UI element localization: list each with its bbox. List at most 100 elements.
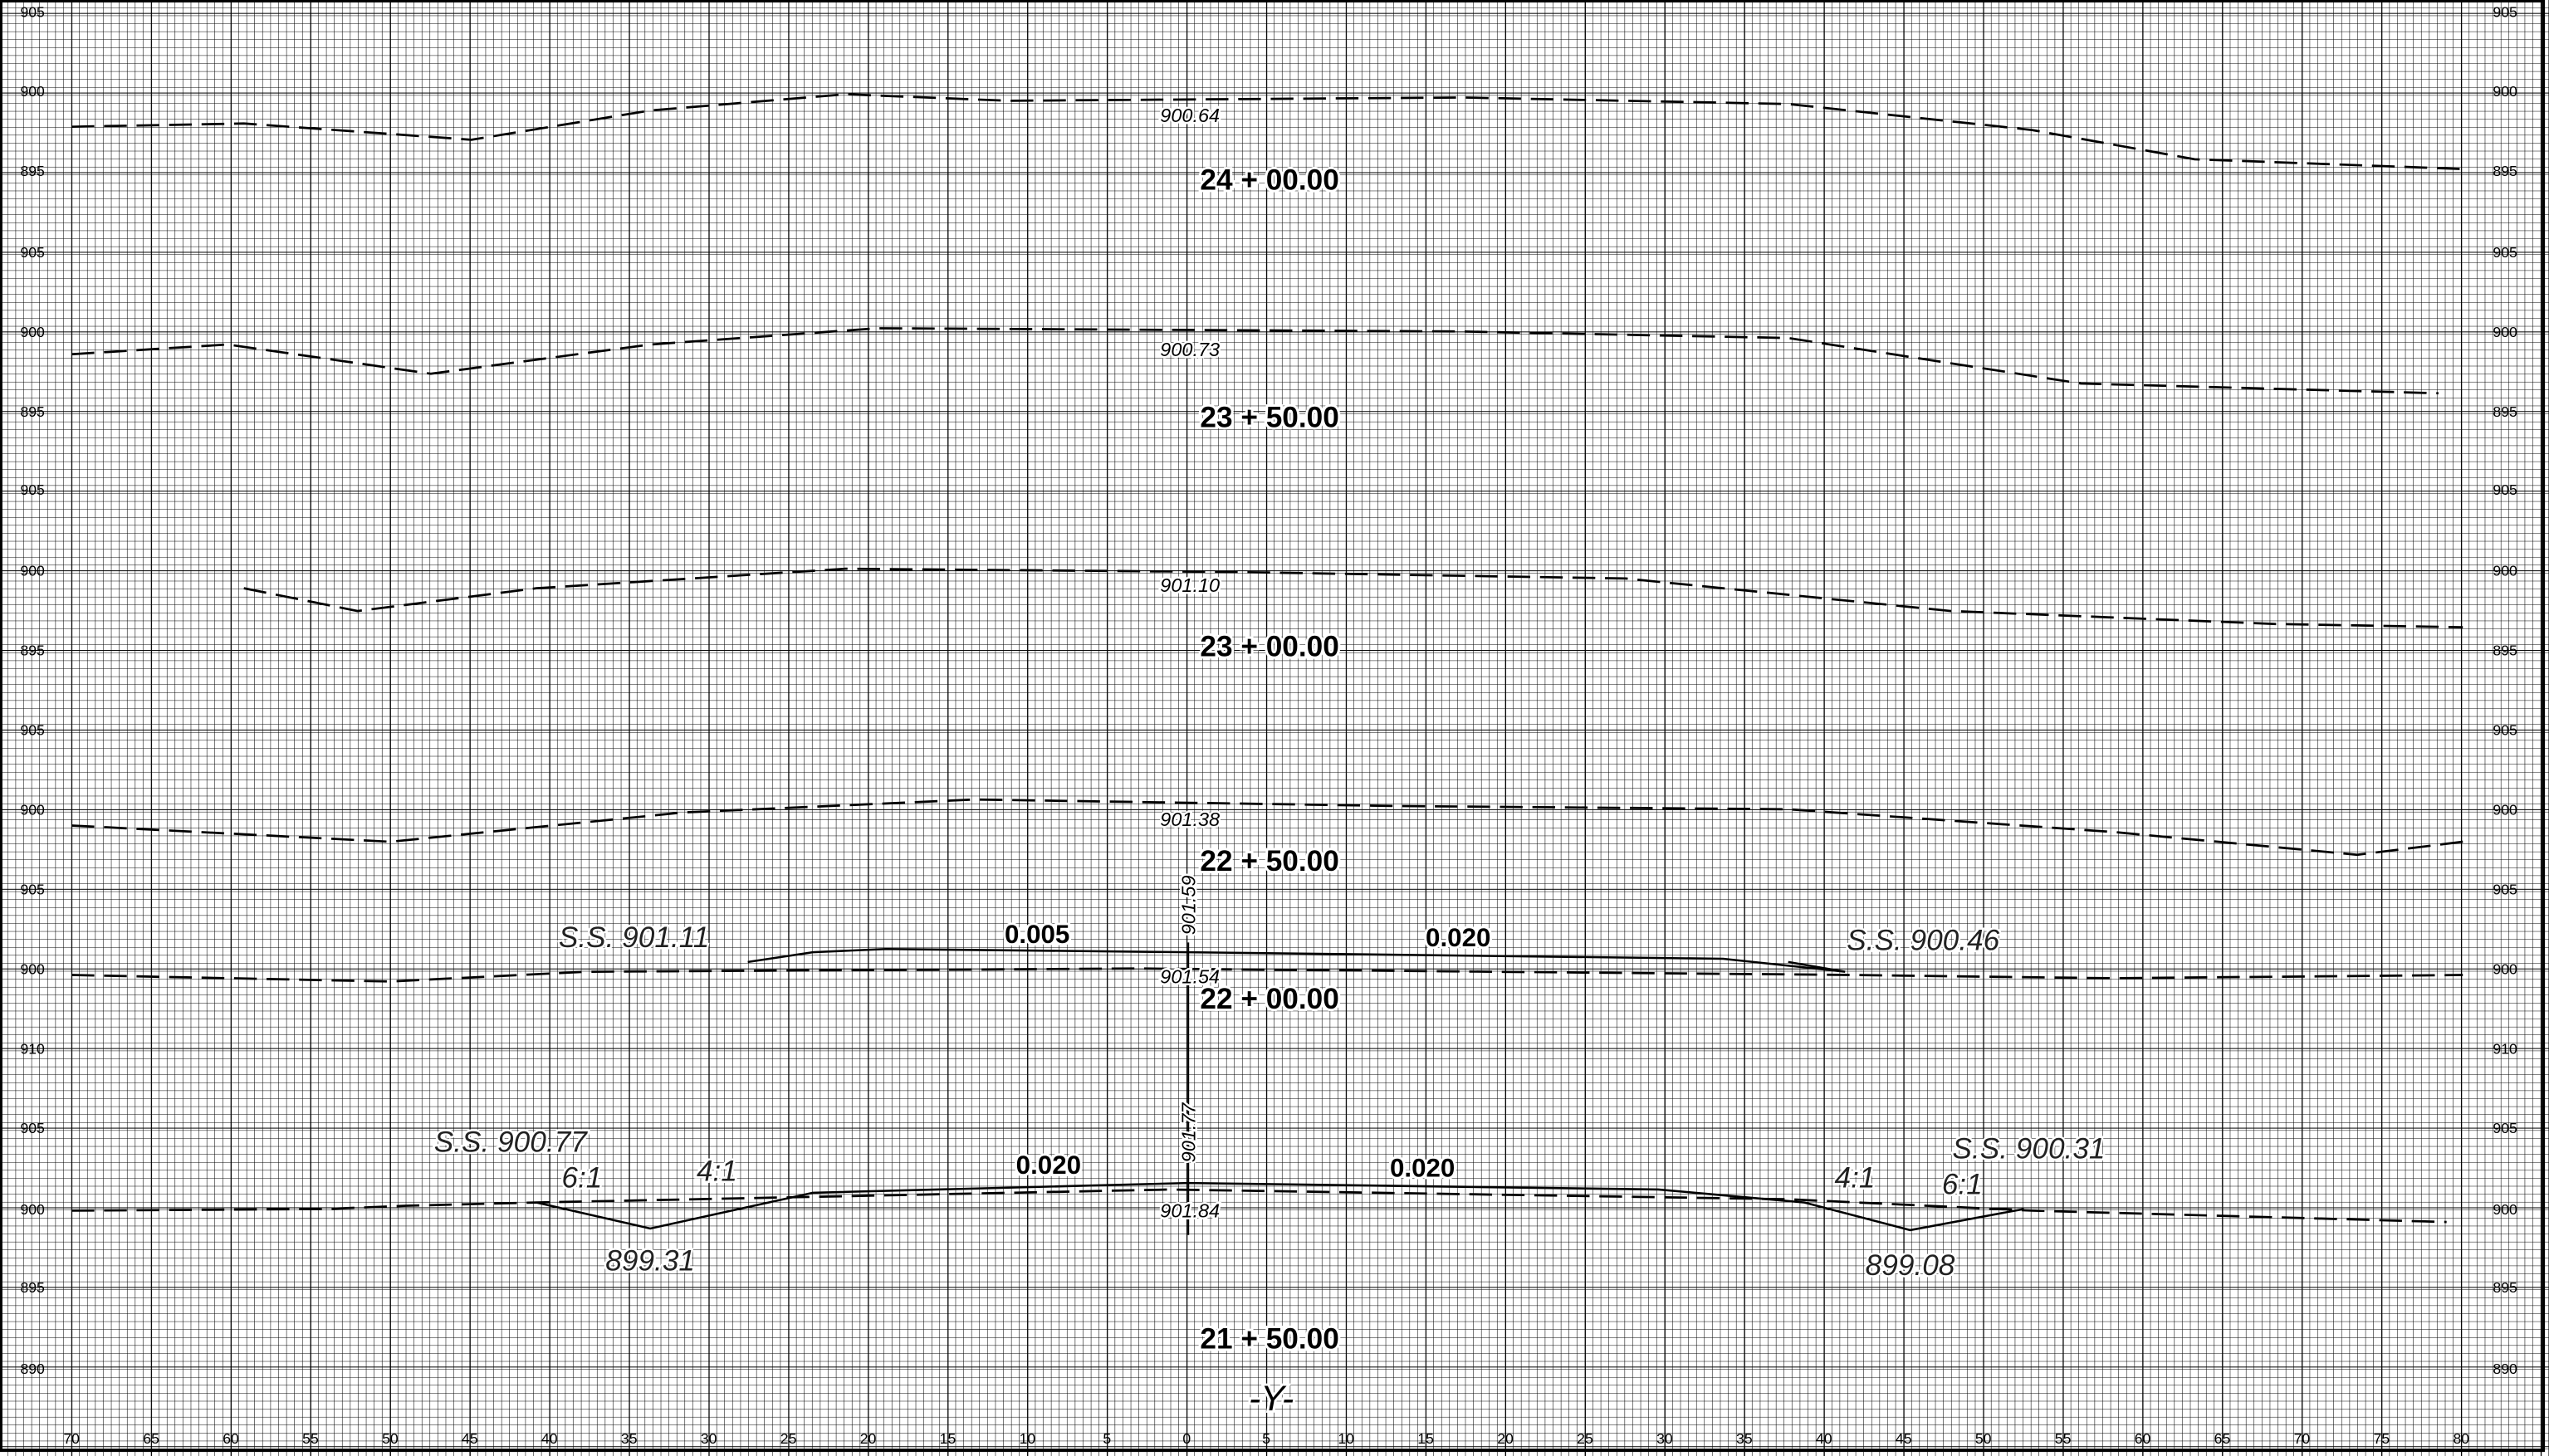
elevation-label: 901.84 bbox=[1160, 1200, 1220, 1222]
elevation-tick-label: 900 bbox=[20, 960, 45, 977]
elevation-tick-label: 900 bbox=[2493, 960, 2517, 977]
elevation-tick-label: 895 bbox=[20, 163, 45, 179]
offset-tick-label: 15 bbox=[1417, 1430, 1434, 1447]
elevation-tick-label: 905 bbox=[2493, 244, 2517, 261]
offset-tick-label: 5 bbox=[1103, 1430, 1111, 1447]
offset-tick-label: 35 bbox=[1736, 1430, 1753, 1447]
elevation-tick-label: 895 bbox=[2493, 163, 2517, 179]
station-label: 23 + 00.00 bbox=[1200, 630, 1338, 662]
elevation-tick-label: 895 bbox=[20, 642, 45, 659]
offset-tick-label: 65 bbox=[2214, 1430, 2231, 1447]
offset-tick-label: 5 bbox=[1262, 1430, 1270, 1447]
elevation-tick-label: 900 bbox=[20, 324, 45, 340]
elevation-tick-label: 895 bbox=[2493, 1279, 2517, 1296]
elevation-tick-label: 905 bbox=[2493, 3, 2517, 20]
offset-tick-label: 70 bbox=[2294, 1430, 2311, 1447]
elevation-tick-label: 910 bbox=[20, 1040, 45, 1057]
slope-label: 0.020 bbox=[1390, 1154, 1455, 1183]
station-label: 22 + 50.00 bbox=[1200, 845, 1338, 877]
offset-tick-label: 35 bbox=[621, 1430, 638, 1447]
sheet-title: -Y- bbox=[1249, 1379, 1294, 1419]
elevation-label: 901.38 bbox=[1160, 809, 1220, 830]
elevation-label: 901.10 bbox=[1160, 574, 1220, 596]
offset-tick-label: 40 bbox=[1816, 1430, 1832, 1447]
offset-tick-label: 75 bbox=[2374, 1430, 2390, 1447]
offset-tick-label: 30 bbox=[1656, 1430, 1673, 1447]
station-label: 22 + 00.00 bbox=[1200, 983, 1338, 1015]
grade-elevation: 901.59 bbox=[1177, 875, 1199, 935]
elevation-label: 900.73 bbox=[1160, 339, 1220, 360]
offset-tick-label: 45 bbox=[462, 1430, 478, 1447]
elevation-tick-label: 900 bbox=[20, 801, 45, 818]
offset-tick-label: 20 bbox=[860, 1430, 877, 1447]
offset-tick-label: 50 bbox=[382, 1430, 399, 1447]
elevation-tick-label: 900 bbox=[2493, 324, 2517, 340]
offset-tick-label: 45 bbox=[1896, 1430, 1912, 1447]
elevation-tick-label: 900 bbox=[2493, 801, 2517, 818]
offset-tick-label: 80 bbox=[2453, 1430, 2469, 1447]
elevation-tick-label: 905 bbox=[2493, 881, 2517, 897]
grade-elevation: 901.77 bbox=[1177, 1102, 1199, 1163]
ditch-elevation: 899.08 bbox=[1866, 1249, 1955, 1282]
offset-tick-label: 25 bbox=[1577, 1430, 1593, 1447]
elevation-tick-label: 900 bbox=[2493, 83, 2517, 100]
elevation-tick-label: 895 bbox=[20, 1279, 45, 1296]
elevation-tick-label: 905 bbox=[20, 881, 45, 897]
slope-label: 0.020 bbox=[1016, 1151, 1081, 1180]
elevation-label: 900.64 bbox=[1160, 105, 1220, 126]
elevation-tick-label: 905 bbox=[2493, 481, 2517, 498]
ground-lines bbox=[71, 93, 2463, 1224]
shoulder-label: S.S. 900.46 bbox=[1847, 925, 1999, 957]
offset-tick-label: 55 bbox=[302, 1430, 319, 1447]
elevation-tick-label: 900 bbox=[2493, 563, 2517, 579]
slope-label: 0.020 bbox=[1426, 923, 1490, 952]
offset-tick-label: 30 bbox=[701, 1430, 717, 1447]
elevation-tick-label: 905 bbox=[2493, 722, 2517, 739]
offset-tick-label: 55 bbox=[2055, 1430, 2072, 1447]
offset-tick-label: 70 bbox=[63, 1430, 80, 1447]
offset-tick-label: 10 bbox=[1020, 1430, 1036, 1447]
offset-tick-label: 20 bbox=[1497, 1430, 1514, 1447]
offset-tick-label: 65 bbox=[143, 1430, 159, 1447]
side-slope: 4:1 bbox=[697, 1156, 737, 1188]
offset-tick-label: 10 bbox=[1338, 1430, 1354, 1447]
elevation-tick-label: 900 bbox=[20, 1201, 45, 1218]
elevation-tick-label: 910 bbox=[2493, 1040, 2517, 1057]
shoulder-label: S.S. 900.31 bbox=[1952, 1132, 2105, 1165]
elevation-tick-label: 890 bbox=[20, 1361, 45, 1377]
offset-tick-label: 0 bbox=[1182, 1430, 1191, 1447]
elevation-tick-label: 900 bbox=[2493, 1201, 2517, 1218]
slope-label: 0.005 bbox=[1005, 920, 1069, 949]
side-slope: 6:1 bbox=[561, 1162, 602, 1195]
elevation-tick-label: 905 bbox=[20, 722, 45, 739]
ditch-elevation: 899.31 bbox=[605, 1244, 695, 1277]
elevation-tick-label: 905 bbox=[20, 3, 45, 20]
side-slope: 4:1 bbox=[1834, 1162, 1875, 1195]
side-slope: 6:1 bbox=[1942, 1168, 1983, 1200]
elevation-tick-label: 905 bbox=[2493, 1120, 2517, 1136]
station-label: 21 + 50.00 bbox=[1200, 1322, 1338, 1355]
elevation-tick-label: 895 bbox=[2493, 642, 2517, 659]
offset-tick-label: 50 bbox=[1975, 1430, 1992, 1447]
elevation-tick-label: 895 bbox=[20, 403, 45, 420]
road-templates bbox=[536, 942, 2024, 1235]
offset-tick-label: 60 bbox=[223, 1430, 239, 1447]
elevation-label: 901.54 bbox=[1160, 966, 1220, 988]
station-label: 24 + 00.00 bbox=[1200, 164, 1338, 197]
offset-tick-label: 15 bbox=[940, 1430, 956, 1447]
elevation-tick-label: 905 bbox=[20, 1120, 45, 1136]
offset-tick-label: 60 bbox=[2135, 1430, 2151, 1447]
station-label: 23 + 50.00 bbox=[1200, 401, 1338, 433]
elevation-tick-label: 895 bbox=[2493, 403, 2517, 420]
elevation-tick-label: 905 bbox=[20, 481, 45, 498]
labels: 24 + 00.00 23 + 50.00 23 + 00.00 22 + 50… bbox=[432, 103, 2107, 1421]
offset-tick-label: 25 bbox=[780, 1430, 797, 1447]
elevation-tick-label: 900 bbox=[20, 563, 45, 579]
elevation-tick-label: 905 bbox=[20, 244, 45, 261]
elevation-tick-label: 890 bbox=[2493, 1361, 2517, 1377]
elevation-tick-label: 900 bbox=[20, 83, 45, 100]
shoulder-label: S.S. 900.77 bbox=[434, 1126, 588, 1158]
